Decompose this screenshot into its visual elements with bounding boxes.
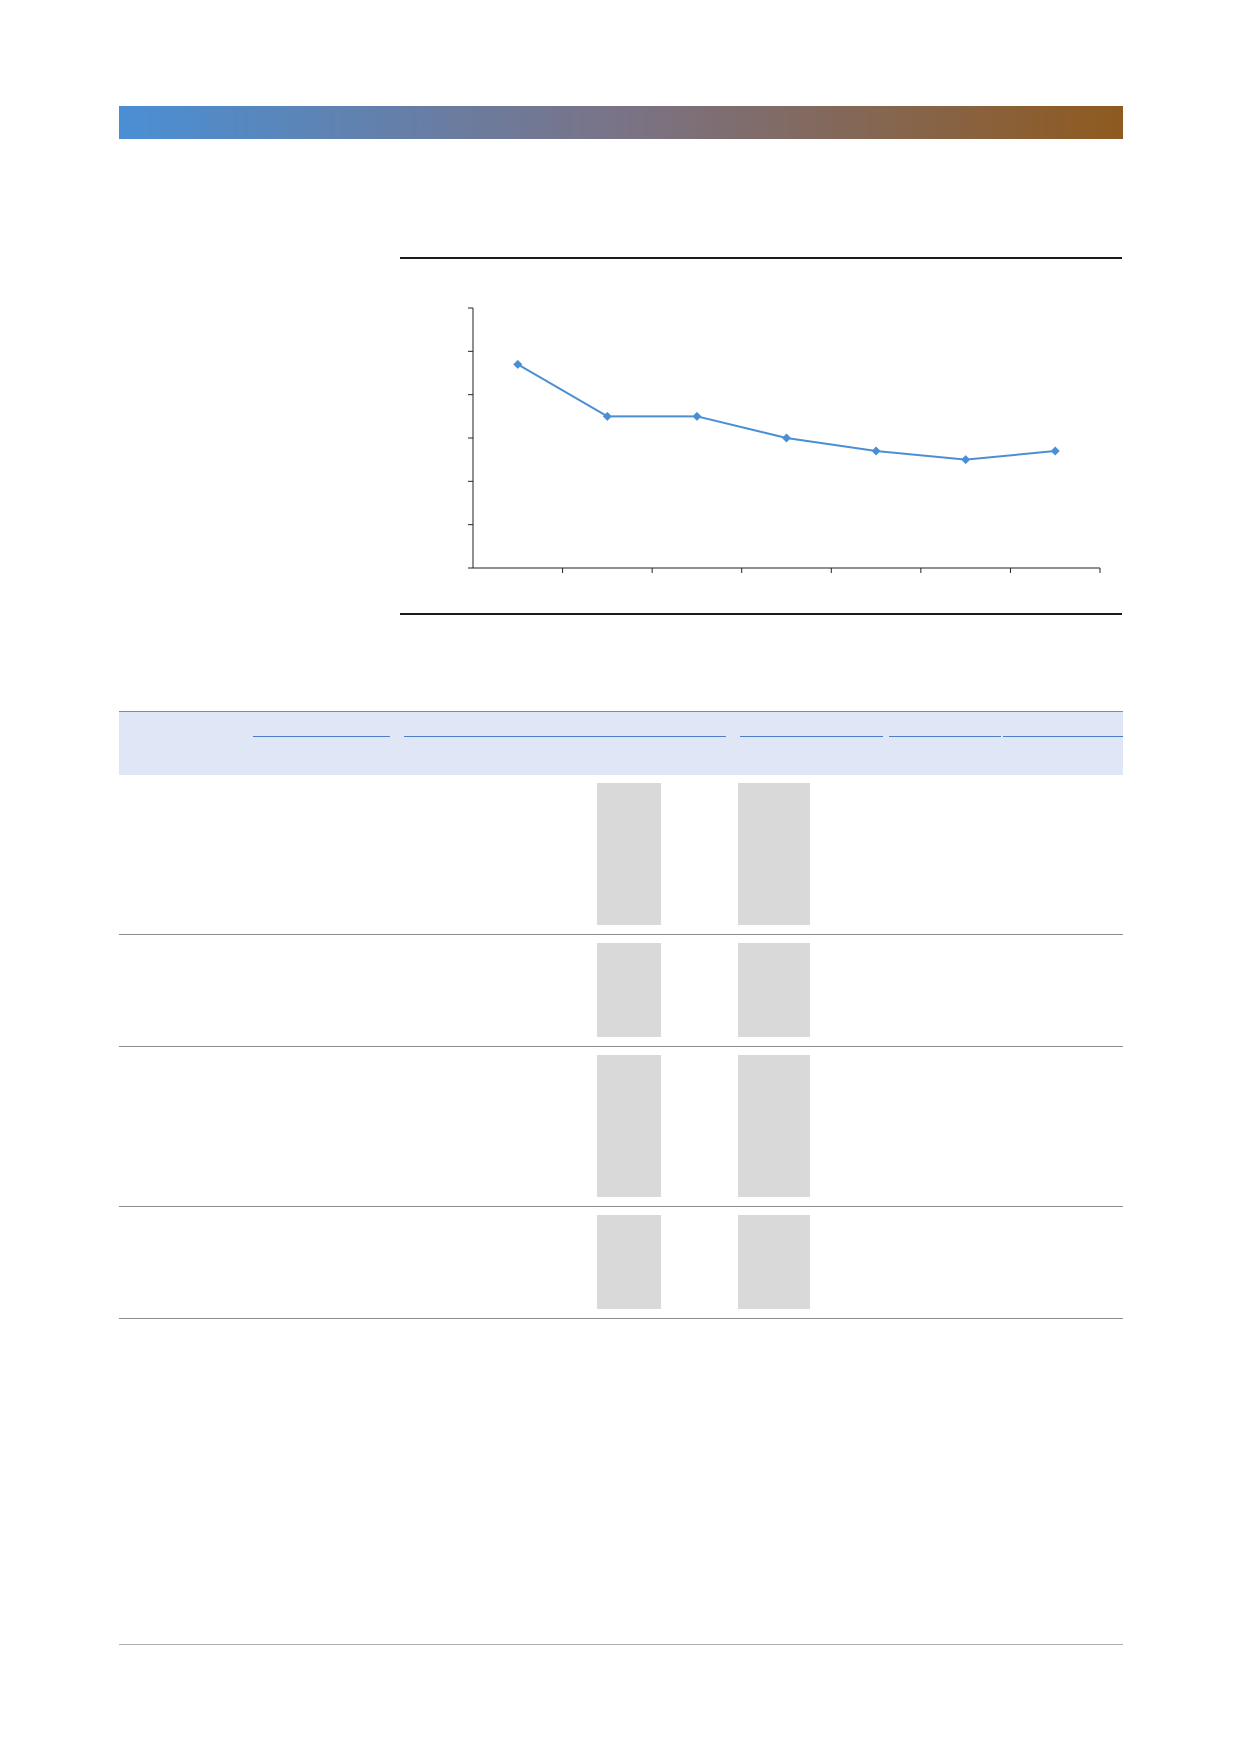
- page-header-bar: [119, 106, 1123, 139]
- data-point: [961, 455, 971, 465]
- table-bottom-rule: [119, 1318, 1123, 1319]
- table-row-separator: [119, 934, 1123, 935]
- data-point: [692, 411, 702, 421]
- line-chart: [468, 307, 1101, 573]
- header-column-rule: [1003, 736, 1123, 737]
- series-line: [517, 363, 1056, 461]
- header-column-rule: [889, 736, 1001, 737]
- data-point: [513, 359, 523, 369]
- data-point: [871, 446, 881, 456]
- header-column-rule: [740, 736, 883, 737]
- table-cell-placeholder: [597, 1215, 661, 1309]
- table-cell-placeholder: [597, 943, 661, 1037]
- table-cell-placeholder: [738, 943, 810, 1037]
- data-point: [1050, 446, 1060, 456]
- table-cell-placeholder: [738, 1055, 810, 1197]
- table-cell-placeholder: [597, 783, 661, 925]
- data-point: [782, 433, 791, 443]
- table-row-separator: [119, 1046, 1123, 1047]
- chart-bottom-rule: [400, 613, 1122, 615]
- chart-top-rule: [400, 257, 1122, 259]
- footer-rule: [119, 1644, 1123, 1645]
- table-row-separator: [119, 1206, 1123, 1207]
- header-column-rule: [404, 736, 726, 737]
- table-cell-placeholder: [597, 1055, 661, 1197]
- header-column-rule: [253, 736, 390, 737]
- table-cell-placeholder: [738, 783, 810, 925]
- data-point: [602, 411, 612, 421]
- table-cell-placeholder: [738, 1215, 810, 1309]
- table-header: [119, 711, 1123, 775]
